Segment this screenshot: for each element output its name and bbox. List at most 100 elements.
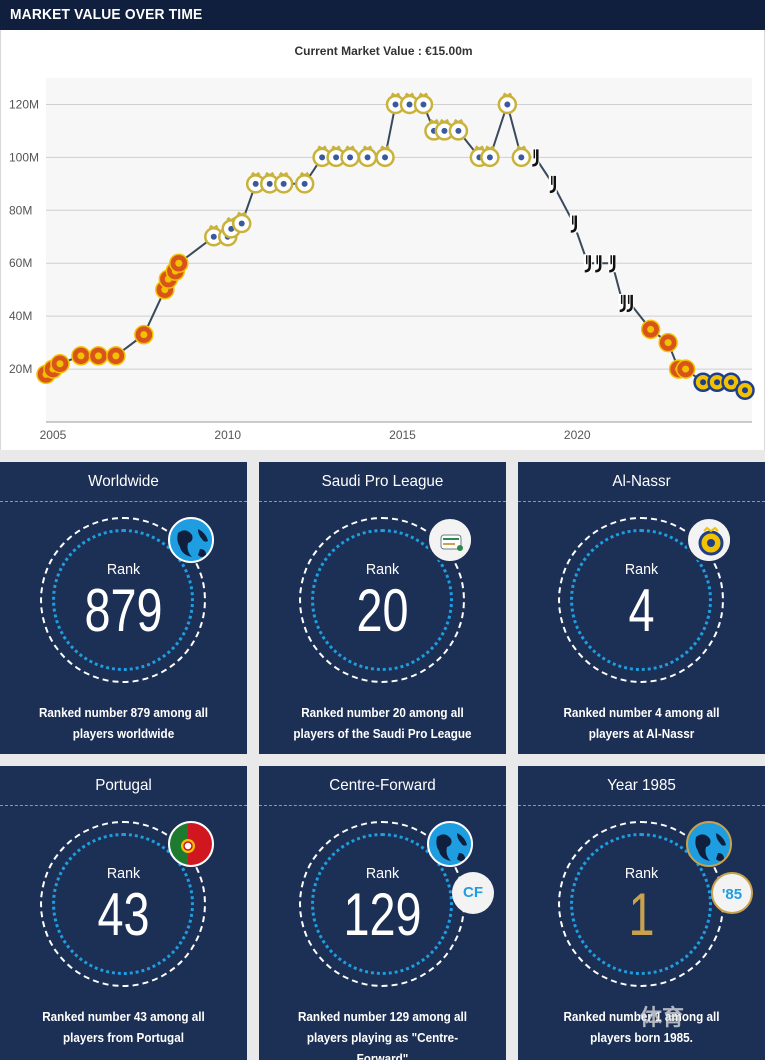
data-point-real-madrid-icon[interactable] — [511, 145, 532, 168]
rank-caption: Ranked number 20 among all players of th… — [293, 705, 472, 741]
section-title: MARKET VALUE OVER TIME — [10, 6, 203, 23]
data-point-juventus-icon[interactable] — [583, 254, 592, 273]
rank-ring-inner — [570, 529, 712, 671]
rank-value: 43 — [97, 881, 150, 948]
tile-header: Centre-Forward — [259, 766, 506, 806]
tile-header: Al-Nassr — [518, 462, 765, 502]
data-point-juventus-icon[interactable] — [618, 293, 627, 313]
tile-header: Portugal — [0, 766, 247, 806]
data-point-juventus-icon[interactable] — [625, 293, 634, 313]
y-tick-label: 120M — [9, 97, 39, 111]
rank-label: Rank — [365, 561, 400, 578]
data-point-juventus-icon[interactable] — [594, 254, 603, 273]
birth-year-badge: '85 — [711, 872, 753, 914]
rank-ring-outer — [40, 821, 206, 987]
data-point-real-madrid-icon[interactable] — [413, 92, 434, 115]
data-point-real-madrid-icon[interactable] — [448, 118, 469, 141]
rank-ring-outer — [40, 517, 206, 683]
x-tick-label: 2010 — [214, 428, 241, 442]
rank-ring-inner — [311, 529, 453, 671]
tile-title: Saudi Pro League — [321, 473, 444, 490]
current-market-value: Current Market Value : €15.00m — [294, 44, 473, 58]
rank-label: Rank — [624, 561, 659, 578]
data-point-real-madrid-icon[interactable] — [326, 145, 346, 168]
tile-title: Centre-Forward — [329, 777, 436, 794]
tile-header: Worldwide — [0, 462, 247, 502]
tile-header: Year 1985 — [518, 766, 765, 806]
data-point-man-utd-icon[interactable] — [106, 346, 126, 366]
data-point-real-madrid-icon[interactable] — [273, 171, 294, 194]
tile-title: Year 1985 — [607, 777, 676, 794]
data-point-man-utd-icon[interactable] — [50, 354, 70, 374]
x-tick-label: 2020 — [564, 428, 591, 442]
rank-tile-worldwide: Worldwide Rank 879 Ranked number 879 amo… — [0, 462, 247, 754]
rank-caption: Ranked number 879 among all players worl… — [38, 705, 209, 741]
rank-ring-inner — [311, 833, 453, 975]
data-point-man-utd-icon[interactable] — [169, 253, 189, 273]
rank-value: 129 — [343, 881, 422, 948]
tile-header: Saudi Pro League — [259, 462, 506, 502]
data-point-real-madrid-icon[interactable] — [204, 224, 224, 247]
rank-label: Rank — [106, 561, 141, 578]
data-point-man-utd-icon[interactable] — [658, 332, 678, 353]
rank-caption: Ranked number 4 among all players at Al-… — [563, 705, 720, 741]
rank-value: 1 — [628, 881, 655, 948]
rank-label: Rank — [624, 865, 659, 882]
data-point-real-madrid-icon[interactable] — [231, 211, 252, 234]
rank-ring-inner — [52, 833, 194, 975]
data-point-juventus-icon[interactable] — [548, 174, 557, 194]
data-point-man-utd-icon[interactable] — [71, 346, 91, 366]
rank-ring-outer — [558, 517, 724, 683]
market-value-chart: 20M 40M 60M 80M 100M 120M 2005 2010 2015 2020 — [9, 78, 755, 442]
globe-icon — [168, 517, 214, 563]
globe-icon — [686, 821, 732, 867]
position-badge: CF — [452, 872, 494, 914]
club-crest-icon — [686, 517, 732, 563]
data-point-real-madrid-icon[interactable] — [497, 92, 518, 115]
tile-title: Portugal — [95, 777, 152, 794]
data-point-juventus-icon[interactable] — [569, 214, 578, 233]
x-tick-label: 2015 — [389, 428, 416, 442]
rank-value: 4 — [628, 577, 655, 644]
data-point-man-utd-icon[interactable] — [675, 359, 696, 379]
rank-value: 879 — [84, 577, 163, 644]
rank-caption: Ranked number 129 among all players play… — [297, 1009, 468, 1060]
data-point-man-utd-icon[interactable] — [640, 319, 661, 340]
rank-label: Rank — [365, 865, 400, 882]
tile-title: Al-Nassr — [612, 473, 671, 490]
portugal-flag-icon — [168, 821, 214, 867]
watermark-text: 体育 — [640, 1006, 685, 1031]
data-point-real-madrid-icon[interactable] — [385, 92, 406, 115]
rank-ring-inner — [52, 529, 194, 671]
x-tick-label: 2005 — [40, 428, 67, 442]
section-header: MARKET VALUE OVER TIME — [0, 0, 765, 30]
data-point-real-madrid-icon[interactable] — [480, 145, 500, 168]
plot-background — [46, 78, 752, 422]
data-point-al-nassr-icon[interactable] — [735, 380, 755, 400]
rank-tile-nation: Portugal Rank 43 Ranked number 43 among … — [0, 766, 247, 1060]
rank-caption: Ranked number 1 among all players born 1… — [563, 1009, 720, 1045]
data-point-man-utd-icon[interactable] — [88, 346, 109, 366]
market-value-chart-panel: Current Market Value : €15.00m 20M 40M 60M… — [0, 30, 765, 450]
data-point-juventus-icon[interactable] — [531, 148, 540, 167]
rank-label: Rank — [106, 865, 141, 882]
y-tick-label: 60M — [9, 256, 32, 270]
y-tick-label: 80M — [9, 203, 32, 217]
y-tick-label: 40M — [9, 309, 32, 323]
data-point-man-utd-icon[interactable] — [134, 324, 154, 345]
league-logo-icon — [427, 517, 473, 563]
data-point-juventus-icon[interactable] — [608, 254, 617, 273]
rank-value: 20 — [356, 577, 409, 644]
globe-icon — [427, 821, 473, 867]
y-tick-label: 100M — [9, 150, 39, 164]
rank-tile-position: Centre-Forward Rank 129 CF Ranked number… — [259, 766, 506, 1060]
rank-ring-outer — [299, 517, 465, 683]
tile-title: Worldwide — [88, 473, 159, 490]
y-tick-label: 20M — [9, 362, 32, 376]
rank-tile-club: Al-Nassr Rank 4 Ranked number 4 among al… — [518, 462, 765, 754]
data-point-real-madrid-icon[interactable] — [375, 145, 395, 168]
rank-tile-league: Saudi Pro League Rank 20 Ranked number 2… — [259, 462, 506, 754]
rank-caption: Ranked number 43 among all players from … — [42, 1009, 205, 1045]
data-point-real-madrid-icon[interactable] — [294, 171, 315, 194]
rank-tile-birth-year: Year 1985 Rank 1 '85 Ranked number 1 amo… — [518, 766, 765, 1060]
